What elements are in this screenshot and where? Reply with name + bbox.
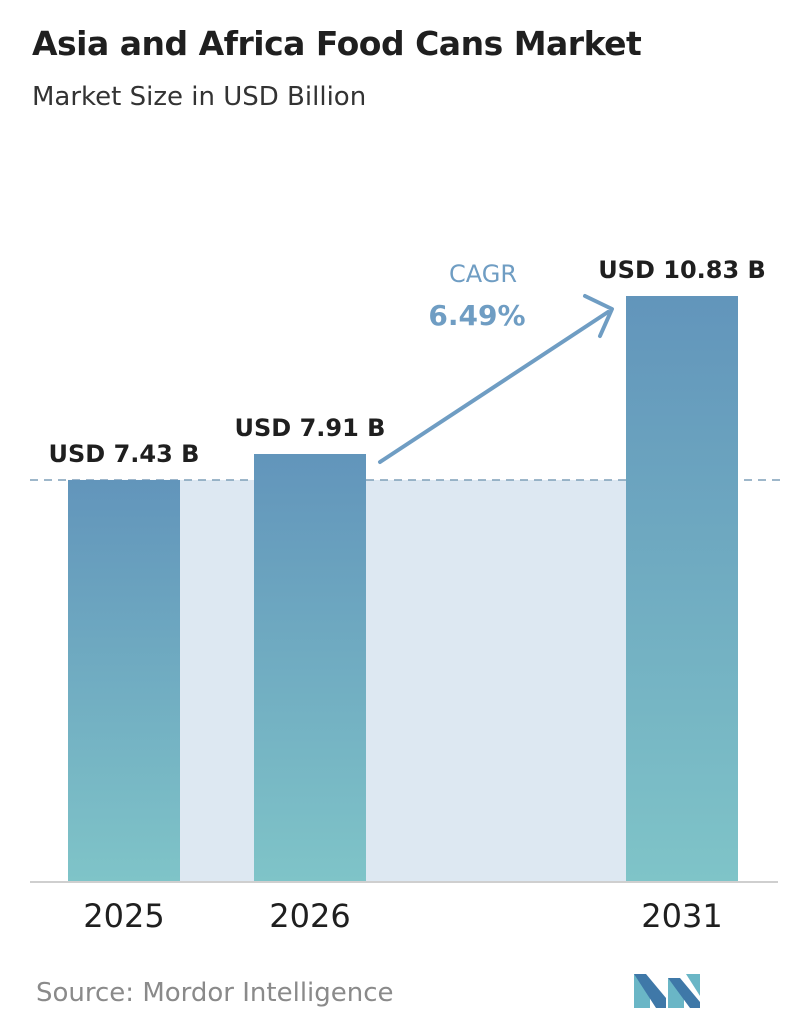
bar-chart: USD 7.43 B 2025 USD 7.91 B 2026 USD 10.83 B 2…: [30, 256, 780, 935]
bar-2025: [68, 479, 180, 882]
cagr-label: CAGR: [449, 260, 517, 288]
cagr-arrow-icon: [378, 310, 610, 464]
labels-layer: USD 7.43 B 2025 USD 7.91 B 2026 USD 10.83 B 2…: [49, 256, 766, 935]
data-label-2026: USD 7.91 B: [235, 414, 386, 442]
chart-title: Asia and Africa Food Cans Market: [32, 24, 642, 63]
x-tick-label-2025: 2025: [83, 897, 164, 935]
chart-subtitle: Market Size in USD Billion: [32, 82, 367, 112]
x-tick-label-2026: 2026: [269, 897, 350, 935]
cagr-annotation: CAGR 6.49%: [378, 260, 614, 464]
cagr-arrow-head-icon: [583, 294, 614, 338]
mordor-intelligence-logo-icon: [634, 974, 700, 1008]
bar-2026: [254, 453, 366, 882]
data-label-2031: USD 10.83 B: [598, 256, 766, 284]
source-text: Source: Mordor Intelligence: [36, 978, 394, 1008]
data-label-2025: USD 7.43 B: [49, 440, 200, 468]
cagr-value: 6.49%: [428, 299, 525, 332]
x-tick-label-2031: 2031: [641, 897, 722, 935]
bars-layer: [68, 296, 738, 882]
bar-2031: [626, 296, 738, 882]
